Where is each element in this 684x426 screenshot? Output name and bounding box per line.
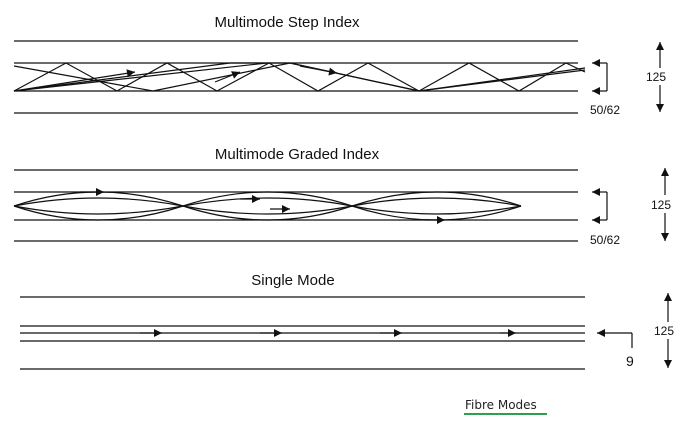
section-title: Multimode Graded Index bbox=[215, 146, 380, 163]
section-title: Single Mode bbox=[251, 272, 334, 289]
fibre-lines bbox=[14, 169, 578, 242]
core-label: 9 bbox=[626, 353, 634, 369]
light-rays bbox=[13, 62, 586, 92]
fibre-lines bbox=[20, 296, 585, 370]
core-label: 50/62 bbox=[590, 103, 620, 117]
core-label: 50/62 bbox=[590, 233, 620, 247]
step-index-section: Multimode Step Index 50/62 125 bbox=[13, 14, 666, 117]
graded-index-section: Multimode Graded Index 50/62 125 bbox=[13, 146, 671, 247]
section-title: Multimode Step Index bbox=[214, 14, 360, 31]
cladding-label: 125 bbox=[651, 198, 671, 212]
caption: Fibre Modes bbox=[465, 398, 537, 412]
fibre-lines bbox=[14, 40, 578, 114]
cladding-label: 125 bbox=[646, 70, 666, 84]
cladding-label: 125 bbox=[654, 324, 674, 338]
single-mode-section: Single Mode 9 125 bbox=[20, 272, 674, 370]
light-rays bbox=[13, 188, 522, 224]
